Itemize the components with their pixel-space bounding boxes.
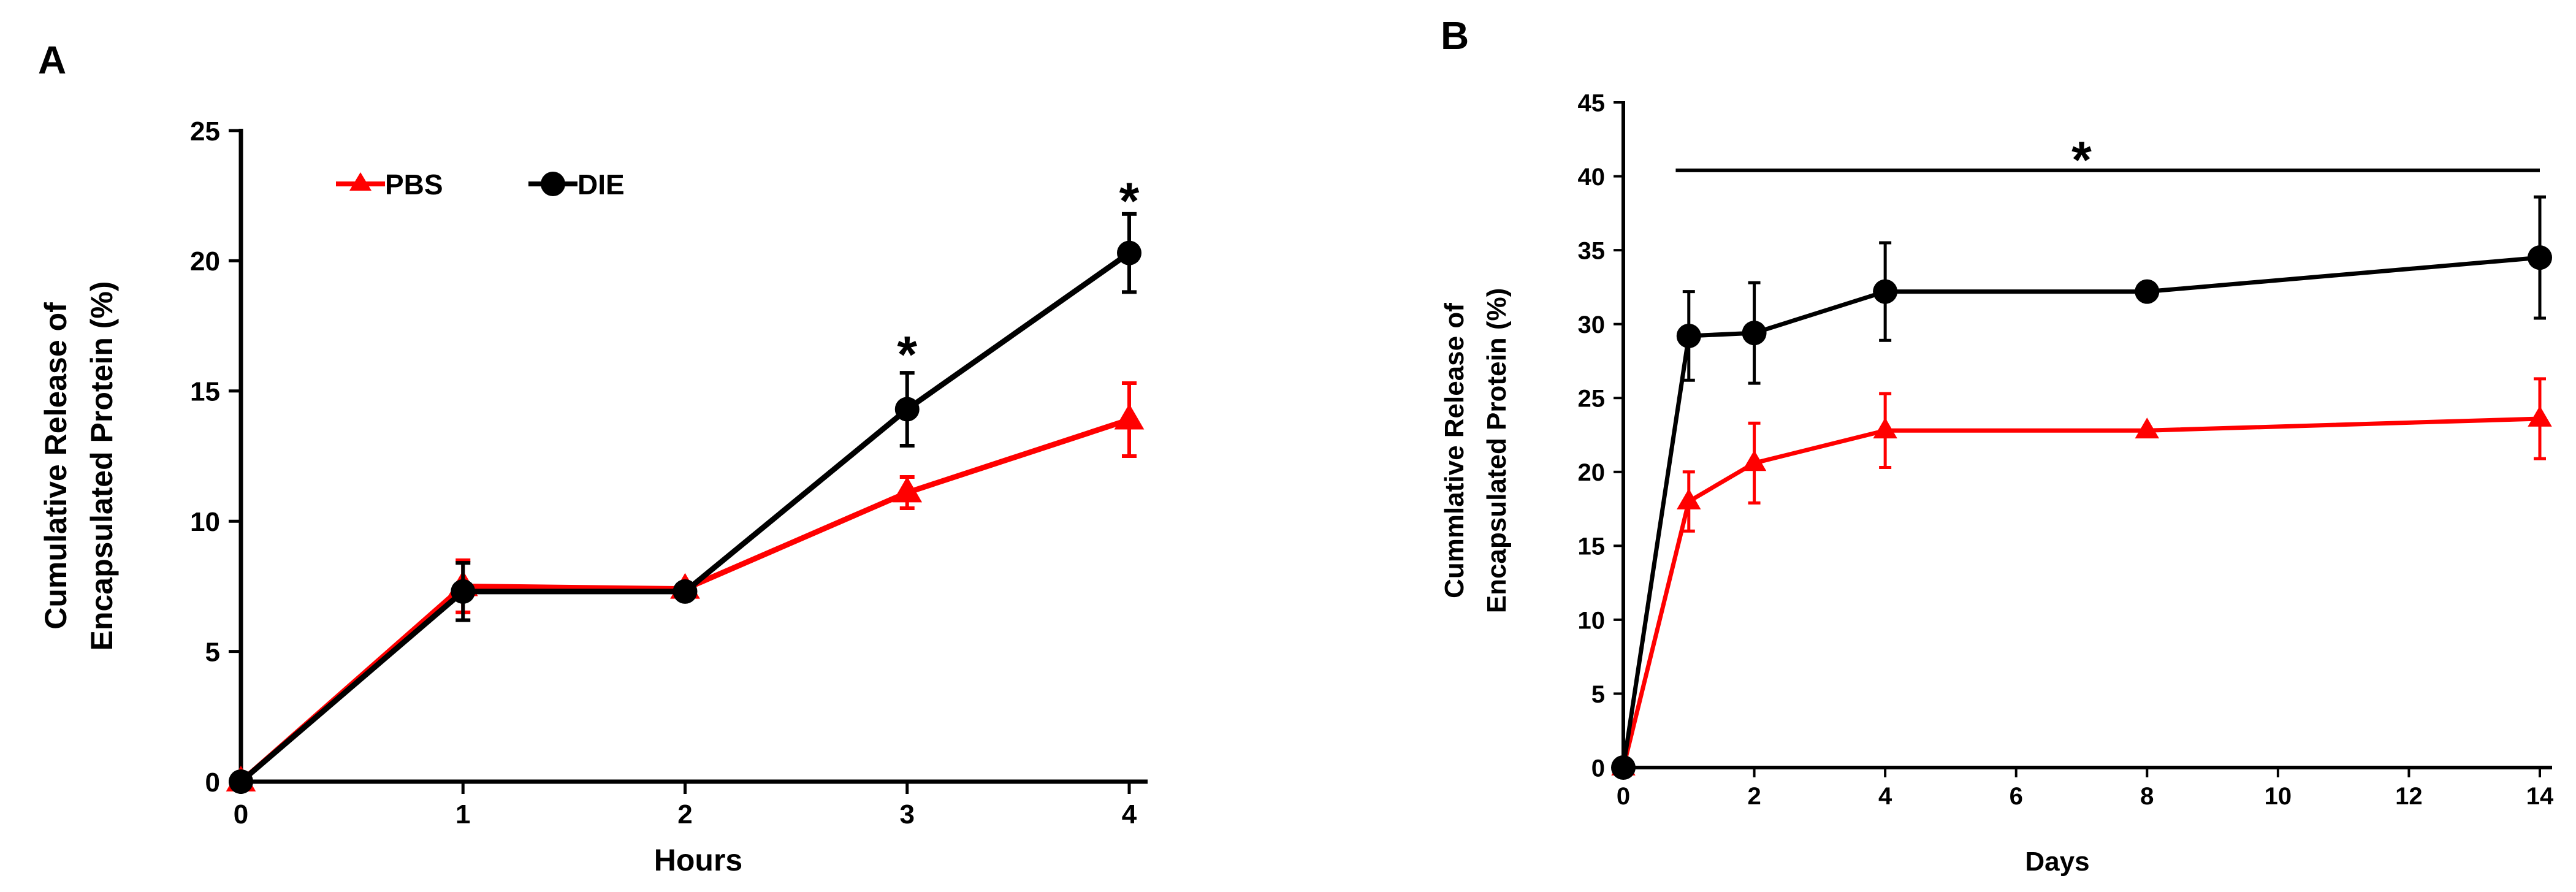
a-y-tick-label: 0 xyxy=(205,768,220,798)
panel-b-xlabel: Days xyxy=(2025,847,2089,877)
panel-a-ylabel-line-2: Encapsulated Protein (%) xyxy=(85,281,119,651)
a-x-tick-label: 2 xyxy=(677,799,692,829)
b-pbs-point xyxy=(1873,417,1897,439)
b-pbs-point xyxy=(1742,450,1767,471)
a-y-tick-label: 20 xyxy=(190,246,220,276)
legend-die-label: DIE xyxy=(577,169,625,200)
b-y-tick-label: 15 xyxy=(1578,533,1606,560)
panel-a-ylabel-line-1: Cumulative Release of xyxy=(39,302,73,630)
b-die-point xyxy=(2528,245,2552,270)
panel-a-label: A xyxy=(38,38,66,82)
a-y-tick-label: 15 xyxy=(190,377,220,407)
b-y-tick-label: 40 xyxy=(1578,164,1606,191)
b-x-tick-label: 10 xyxy=(2265,783,2292,810)
b-y-tick-label: 25 xyxy=(1578,386,1606,413)
b-pbs-point xyxy=(2528,405,2552,427)
a-die-point xyxy=(229,769,253,794)
a-die-point xyxy=(673,579,698,604)
a-y-tick-label: 10 xyxy=(190,507,220,537)
b-y-tick-label: 20 xyxy=(1578,459,1606,486)
panel-b-chart: B Cummlative Release of Encapsulated Pro… xyxy=(1439,13,2554,877)
b-die-point xyxy=(1611,755,1636,780)
b-die-point xyxy=(2135,279,2160,304)
legend-pbs-marker xyxy=(349,172,372,191)
panel-a-legend: PBS DIE xyxy=(336,169,625,200)
a-y-tick-label: 5 xyxy=(205,637,220,667)
b-y-tick-label: 45 xyxy=(1578,90,1606,116)
b-significance-marker: * xyxy=(2071,131,2092,188)
b-die-point xyxy=(1873,279,1898,304)
b-pbs-line xyxy=(1621,416,2540,768)
a-die-point xyxy=(451,579,476,604)
a-die-point xyxy=(894,397,920,422)
panel-a-annotations: ** xyxy=(897,172,1139,383)
legend-die-marker xyxy=(541,172,565,196)
panel-b-annotations: * xyxy=(1675,131,2540,188)
b-x-tick-label: 0 xyxy=(1617,783,1630,810)
b-x-tick-label: 2 xyxy=(1747,783,1761,810)
b-series-pbs xyxy=(1611,377,2552,776)
a-pbs-point xyxy=(1114,403,1145,430)
panel-b-ylabel-line-1: Cummlative Release of xyxy=(1439,303,1469,598)
a-x-tick-label: 0 xyxy=(234,799,248,829)
a-x-tick-label: 1 xyxy=(455,799,470,829)
b-x-tick-label: 14 xyxy=(2526,783,2554,810)
b-x-tick-label: 6 xyxy=(2010,783,2023,810)
b-y-tick-label: 35 xyxy=(1578,238,1606,265)
b-x-tick-label: 12 xyxy=(2395,783,2423,810)
panel-b-ylabel-line-2: Encapsulated Protein (%) xyxy=(1482,288,1512,614)
a-pbs-point xyxy=(892,476,923,503)
panel-a-chart: A Cumulative Release of Encapsulated Pro… xyxy=(38,38,1148,877)
a-die-point xyxy=(1117,240,1141,265)
panel-a-series xyxy=(226,212,1145,794)
a-x-tick-label: 3 xyxy=(900,799,915,829)
panel-b-axes: 0 5 10 15 20 25 30 35 40 45 0 2 4 6 8 10 12 14 xyxy=(1578,90,2554,810)
a-significance-marker: * xyxy=(1119,172,1140,229)
b-x-tick-label: 8 xyxy=(2140,783,2154,810)
b-y-tick-label: 10 xyxy=(1578,607,1606,634)
panel-a-axes: 0 5 10 15 20 25 0 1 2 3 4 xyxy=(190,116,1148,829)
b-die-line xyxy=(1621,255,2540,768)
b-x-tick-label: 4 xyxy=(1878,783,1892,810)
b-y-tick-label: 5 xyxy=(1591,681,1605,708)
panel-a-xlabel: Hours xyxy=(654,843,742,877)
panel-b-label: B xyxy=(1441,13,1469,58)
b-y-tick-label: 0 xyxy=(1591,755,1605,782)
a-x-tick-label: 4 xyxy=(1122,799,1137,829)
b-die-point xyxy=(1742,321,1767,346)
a-significance-marker: * xyxy=(897,326,917,383)
legend-pbs-label: PBS xyxy=(385,169,443,200)
a-die-line xyxy=(239,250,1131,784)
a-series-die xyxy=(229,212,1141,794)
panel-b-series xyxy=(1611,195,2552,780)
a-y-tick-label: 25 xyxy=(190,116,220,147)
b-y-tick-label: 30 xyxy=(1578,311,1606,338)
b-series-die xyxy=(1611,195,2552,780)
b-pbs-point xyxy=(2135,417,2160,439)
b-pbs-point xyxy=(1677,488,1701,509)
b-die-point xyxy=(1676,323,1701,348)
